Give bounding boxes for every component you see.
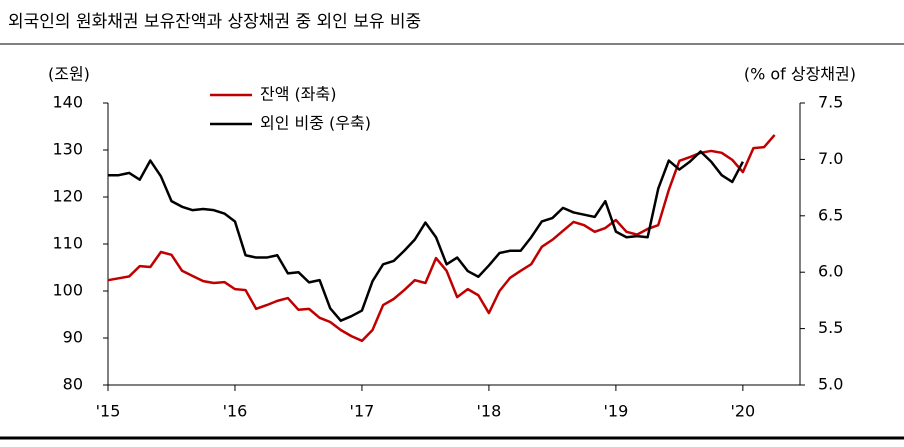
y2-tick-label: 7.5 [818, 93, 843, 112]
y-tick-label: 120 [52, 187, 83, 206]
y-tick-label: 90 [63, 328, 83, 347]
series-line [107, 134, 776, 343]
y2-tick-label: 5.0 [818, 375, 843, 394]
x-tick-label: '17 [350, 402, 375, 421]
y-tick-label: 80 [63, 375, 83, 394]
y2-tick-label: 6.5 [818, 205, 843, 224]
y2-axis-label: (% of 상장채권) [744, 65, 856, 84]
chart-title: 외국인의 원화채권 보유잔액과 상장채권 중 외인 보유 비중 [8, 12, 421, 32]
y-tick-label: 130 [52, 140, 83, 159]
legend-label: 잔액 (좌축) [260, 85, 336, 104]
y2-tick-label: 5.5 [818, 318, 843, 337]
legend-label: 외인 비중 (우축) [260, 114, 371, 133]
x-tick-label: '15 [96, 402, 121, 421]
y-tick-label: 100 [52, 281, 83, 300]
y-axis-label: (조원) [48, 65, 90, 84]
y2-tick-label: 6.0 [818, 262, 843, 281]
x-tick-label: '19 [604, 402, 629, 421]
x-tick-label: '16 [223, 402, 248, 421]
y2-tick-label: 7.0 [818, 149, 843, 168]
series-line [108, 150, 744, 322]
y-tick-label: 110 [52, 234, 83, 253]
x-tick-label: '20 [730, 402, 755, 421]
y-tick-label: 140 [52, 93, 83, 112]
x-tick-label: '18 [477, 402, 502, 421]
